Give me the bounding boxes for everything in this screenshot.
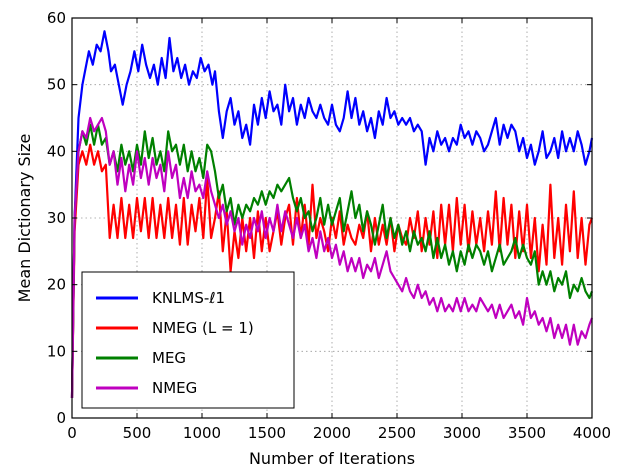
axis-ticks: 0 500 1000 1500 2000 2500 3000 3500 4000 0 10 20 30 4… [47, 9, 611, 442]
x-tick-label-6: 3000 [443, 424, 481, 442]
y-axis-label: Mean Dictionary Size [15, 134, 34, 303]
x-tick-label-5: 2500 [378, 424, 416, 442]
series-line-3 [70, 116, 594, 399]
x-tick-label-3: 1500 [248, 424, 286, 442]
x-tick-label-1: 500 [123, 424, 152, 442]
legend-box [81, 271, 295, 409]
y-tick-label-5: 50 [47, 76, 66, 94]
series-line-0 [70, 30, 594, 399]
legend-label-0: KNLMS-ℓ1 [152, 289, 225, 307]
x-tick-label-4: 2000 [313, 424, 351, 442]
series-line-1 [70, 143, 594, 399]
x-tick-label-2: 1000 [183, 424, 221, 442]
y-tick-label-6: 60 [47, 9, 66, 27]
x-tick-label-7: 3500 [508, 424, 546, 442]
legend: KNLMS-ℓ1 NMEG (L = 1) MEG NMEG [81, 271, 295, 409]
y-tick-label-1: 10 [47, 342, 66, 360]
legend-label-1: NMEG (L = 1) [152, 319, 254, 337]
legend-label-2: MEG [152, 349, 186, 367]
y-tick-label-3: 30 [47, 209, 66, 227]
legend-label-3: NMEG [152, 379, 197, 397]
y-tick-label-0: 0 [56, 409, 66, 427]
y-tick-label-2: 20 [47, 276, 66, 294]
series-line-2 [70, 123, 594, 399]
y-tick-label-4: 40 [47, 142, 66, 160]
x-axis-label: Number of Iterations [249, 449, 415, 468]
x-tick-label-8: 4000 [573, 424, 611, 442]
x-tick-label-0: 0 [67, 424, 77, 442]
series-lines [70, 30, 594, 399]
